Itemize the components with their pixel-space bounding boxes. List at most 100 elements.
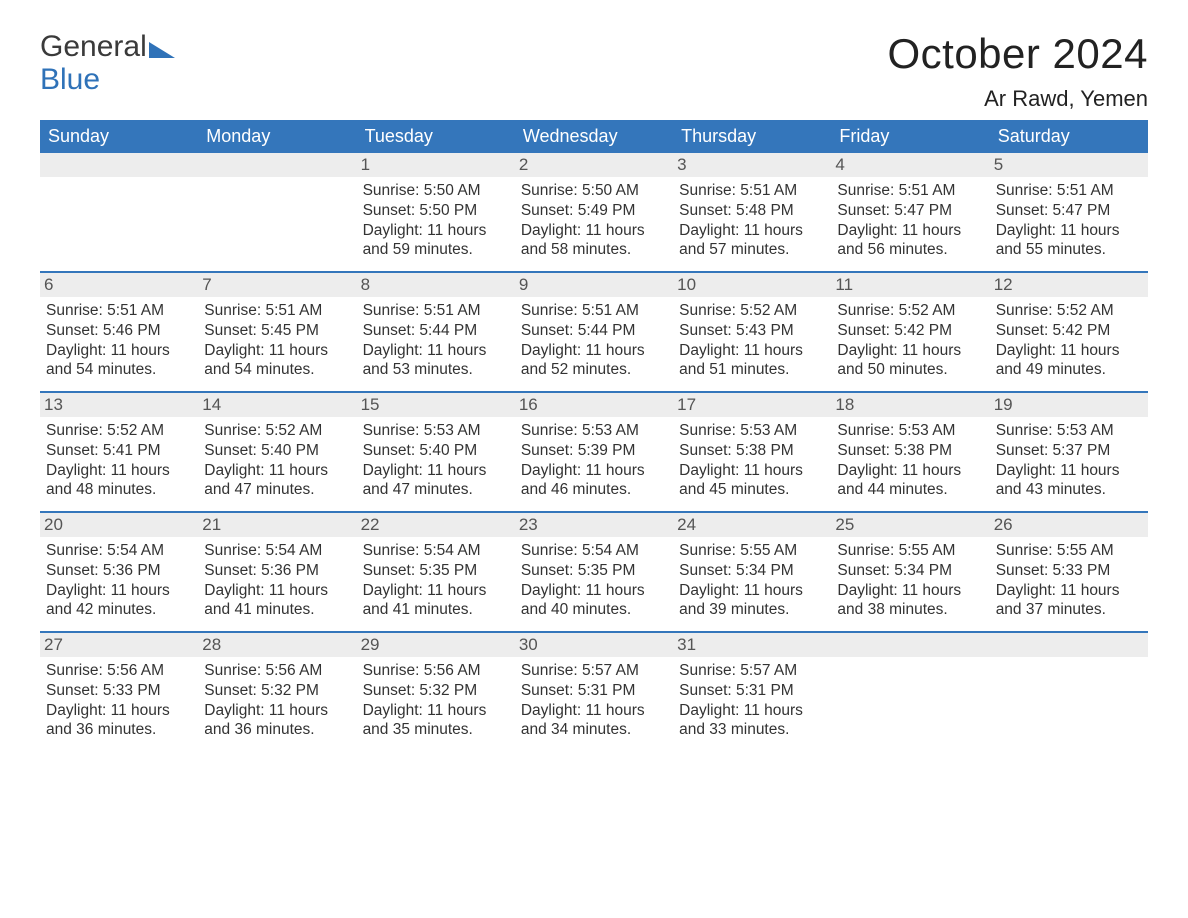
day-cell bbox=[198, 153, 356, 271]
day-body: Sunrise: 5:52 AMSunset: 5:42 PMDaylight:… bbox=[837, 301, 983, 380]
day-cell bbox=[990, 633, 1148, 751]
daylight-line: Daylight: 11 hours and 41 minutes. bbox=[363, 581, 509, 621]
day-number: 18 bbox=[831, 393, 989, 417]
sunset-line: Sunset: 5:48 PM bbox=[679, 201, 825, 221]
day-number: 6 bbox=[40, 273, 198, 297]
day-number bbox=[40, 153, 198, 177]
day-cell: 25Sunrise: 5:55 AMSunset: 5:34 PMDayligh… bbox=[831, 513, 989, 631]
day-cell: 21Sunrise: 5:54 AMSunset: 5:36 PMDayligh… bbox=[198, 513, 356, 631]
sunrise-line: Sunrise: 5:54 AM bbox=[46, 541, 192, 561]
daylight-line: Daylight: 11 hours and 57 minutes. bbox=[679, 221, 825, 261]
sunrise-line: Sunrise: 5:51 AM bbox=[46, 301, 192, 321]
day-number: 4 bbox=[831, 153, 989, 177]
sunrise-line: Sunrise: 5:51 AM bbox=[837, 181, 983, 201]
sunset-line: Sunset: 5:34 PM bbox=[679, 561, 825, 581]
day-cell bbox=[40, 153, 198, 271]
daylight-line: Daylight: 11 hours and 54 minutes. bbox=[204, 341, 350, 381]
daylight-line: Daylight: 11 hours and 53 minutes. bbox=[363, 341, 509, 381]
daylight-line: Daylight: 11 hours and 44 minutes. bbox=[837, 461, 983, 501]
day-number: 12 bbox=[990, 273, 1148, 297]
sunset-line: Sunset: 5:42 PM bbox=[996, 321, 1142, 341]
daylight-line: Daylight: 11 hours and 54 minutes. bbox=[46, 341, 192, 381]
day-body: Sunrise: 5:57 AMSunset: 5:31 PMDaylight:… bbox=[679, 661, 825, 740]
sunrise-line: Sunrise: 5:51 AM bbox=[996, 181, 1142, 201]
day-body: Sunrise: 5:53 AMSunset: 5:40 PMDaylight:… bbox=[363, 421, 509, 500]
sunrise-line: Sunrise: 5:51 AM bbox=[679, 181, 825, 201]
daylight-line: Daylight: 11 hours and 36 minutes. bbox=[204, 701, 350, 741]
day-cell: 6 Sunrise: 5:51 AMSunset: 5:46 PMDaylight… bbox=[40, 273, 198, 391]
daylight-line: Daylight: 11 hours and 59 minutes. bbox=[363, 221, 509, 261]
sunset-line: Sunset: 5:50 PM bbox=[363, 201, 509, 221]
sunset-line: Sunset: 5:32 PM bbox=[363, 681, 509, 701]
daylight-line: Daylight: 11 hours and 41 minutes. bbox=[204, 581, 350, 621]
sunset-line: Sunset: 5:36 PM bbox=[46, 561, 192, 581]
day-body: Sunrise: 5:51 AMSunset: 5:44 PMDaylight:… bbox=[363, 301, 509, 380]
day-body: Sunrise: 5:56 AMSunset: 5:33 PMDaylight:… bbox=[46, 661, 192, 740]
dow-header-cell: Tuesday bbox=[357, 120, 515, 153]
sunset-line: Sunset: 5:33 PM bbox=[46, 681, 192, 701]
sunset-line: Sunset: 5:33 PM bbox=[996, 561, 1142, 581]
sunset-line: Sunset: 5:31 PM bbox=[679, 681, 825, 701]
daylight-line: Daylight: 11 hours and 47 minutes. bbox=[363, 461, 509, 501]
day-body: Sunrise: 5:55 AMSunset: 5:34 PMDaylight:… bbox=[679, 541, 825, 620]
daylight-line: Daylight: 11 hours and 56 minutes. bbox=[837, 221, 983, 261]
week-row: 13Sunrise: 5:52 AMSunset: 5:41 PMDayligh… bbox=[40, 391, 1148, 511]
dow-header-cell: Sunday bbox=[40, 120, 198, 153]
day-number bbox=[990, 633, 1148, 657]
day-body: Sunrise: 5:52 AMSunset: 5:41 PMDaylight:… bbox=[46, 421, 192, 500]
location-subtitle: Ar Rawd, Yemen bbox=[887, 86, 1148, 112]
logo-line2: Blue bbox=[40, 63, 175, 96]
day-cell: 2Sunrise: 5:50 AMSunset: 5:49 PMDaylight… bbox=[515, 153, 673, 271]
weeks-container: 1Sunrise: 5:50 AMSunset: 5:50 PMDaylight… bbox=[40, 153, 1148, 751]
sunrise-line: Sunrise: 5:52 AM bbox=[996, 301, 1142, 321]
day-cell: 28Sunrise: 5:56 AMSunset: 5:32 PMDayligh… bbox=[198, 633, 356, 751]
day-number: 5 bbox=[990, 153, 1148, 177]
daylight-line: Daylight: 11 hours and 38 minutes. bbox=[837, 581, 983, 621]
sunset-line: Sunset: 5:45 PM bbox=[204, 321, 350, 341]
calendar-grid: SundayMondayTuesdayWednesdayThursdayFrid… bbox=[40, 120, 1148, 751]
sunset-line: Sunset: 5:38 PM bbox=[679, 441, 825, 461]
sunrise-line: Sunrise: 5:53 AM bbox=[363, 421, 509, 441]
sunrise-line: Sunrise: 5:56 AM bbox=[363, 661, 509, 681]
sunset-line: Sunset: 5:31 PM bbox=[521, 681, 667, 701]
day-body: Sunrise: 5:51 AMSunset: 5:47 PMDaylight:… bbox=[837, 181, 983, 260]
sunrise-line: Sunrise: 5:55 AM bbox=[996, 541, 1142, 561]
day-body: Sunrise: 5:52 AMSunset: 5:43 PMDaylight:… bbox=[679, 301, 825, 380]
day-number: 26 bbox=[990, 513, 1148, 537]
day-number: 14 bbox=[198, 393, 356, 417]
sunset-line: Sunset: 5:41 PM bbox=[46, 441, 192, 461]
sunrise-line: Sunrise: 5:50 AM bbox=[363, 181, 509, 201]
day-body: Sunrise: 5:50 AMSunset: 5:49 PMDaylight:… bbox=[521, 181, 667, 260]
sunrise-line: Sunrise: 5:51 AM bbox=[204, 301, 350, 321]
day-cell: 12 Sunrise: 5:52 AMSunset: 5:42 PMDayligh… bbox=[990, 273, 1148, 391]
sunset-line: Sunset: 5:42 PM bbox=[837, 321, 983, 341]
day-body: Sunrise: 5:52 AMSunset: 5:42 PMDaylight:… bbox=[996, 301, 1142, 380]
sunset-line: Sunset: 5:44 PM bbox=[521, 321, 667, 341]
sunrise-line: Sunrise: 5:54 AM bbox=[363, 541, 509, 561]
daylight-line: Daylight: 11 hours and 35 minutes. bbox=[363, 701, 509, 741]
dow-header-cell: Friday bbox=[831, 120, 989, 153]
dow-header-cell: Wednesday bbox=[515, 120, 673, 153]
sunrise-line: Sunrise: 5:53 AM bbox=[679, 421, 825, 441]
day-number: 17 bbox=[673, 393, 831, 417]
daylight-line: Daylight: 11 hours and 50 minutes. bbox=[837, 341, 983, 381]
sunset-line: Sunset: 5:49 PM bbox=[521, 201, 667, 221]
day-cell: 13Sunrise: 5:52 AMSunset: 5:41 PMDayligh… bbox=[40, 393, 198, 511]
sunset-line: Sunset: 5:44 PM bbox=[363, 321, 509, 341]
day-cell: 24Sunrise: 5:55 AMSunset: 5:34 PMDayligh… bbox=[673, 513, 831, 631]
day-cell: 3Sunrise: 5:51 AMSunset: 5:48 PMDaylight… bbox=[673, 153, 831, 271]
sunset-line: Sunset: 5:47 PM bbox=[837, 201, 983, 221]
daylight-line: Daylight: 11 hours and 42 minutes. bbox=[46, 581, 192, 621]
dow-header-cell: Monday bbox=[198, 120, 356, 153]
dow-header-cell: Thursday bbox=[673, 120, 831, 153]
day-cell: 11Sunrise: 5:52 AMSunset: 5:42 PMDayligh… bbox=[831, 273, 989, 391]
day-body: Sunrise: 5:51 AMSunset: 5:48 PMDaylight:… bbox=[679, 181, 825, 260]
day-number: 22 bbox=[357, 513, 515, 537]
daylight-line: Daylight: 11 hours and 40 minutes. bbox=[521, 581, 667, 621]
day-number: 25 bbox=[831, 513, 989, 537]
sunrise-line: Sunrise: 5:52 AM bbox=[679, 301, 825, 321]
day-body: Sunrise: 5:51 AMSunset: 5:46 PMDaylight:… bbox=[46, 301, 192, 380]
day-cell: 19Sunrise: 5:53 AMSunset: 5:37 PMDayligh… bbox=[990, 393, 1148, 511]
daylight-line: Daylight: 11 hours and 58 minutes. bbox=[521, 221, 667, 261]
day-number: 21 bbox=[198, 513, 356, 537]
